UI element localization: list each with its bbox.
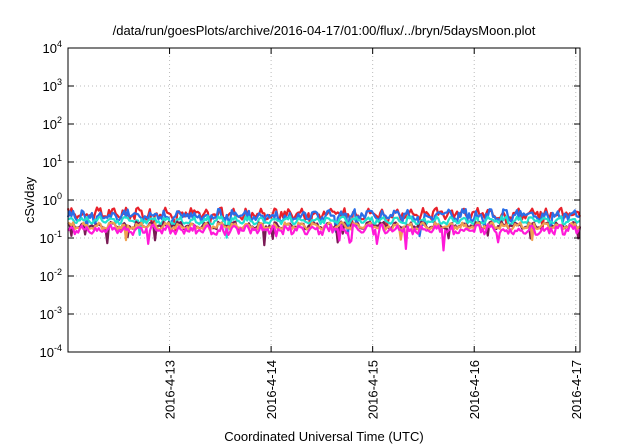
y-tick-label: 102	[43, 115, 62, 132]
chart-title: /data/run/goesPlots/archive/2016-04-17/0…	[113, 23, 536, 38]
series-line	[67, 223, 581, 252]
x-tick-label: 2016-4-13	[163, 360, 178, 419]
y-tick-label: 103	[43, 77, 62, 94]
y-tick-label: 100	[43, 191, 62, 208]
x-tick-label: 2016-4-17	[569, 360, 584, 419]
y-tick-label: 10-1	[40, 229, 62, 246]
y-axis-label: cSv/day	[22, 176, 37, 223]
y-tick-label: 104	[43, 39, 62, 56]
x-tick-label: 2016-4-15	[366, 360, 381, 419]
x-axis-label: Coordinated Universal Time (UTC)	[224, 429, 423, 444]
y-tick-label: 101	[43, 153, 62, 170]
x-tick-label: 2016-4-14	[264, 360, 279, 419]
x-tick-label: 2016-4-16	[467, 360, 482, 419]
y-tick-label: 10-4	[40, 343, 62, 360]
x-axis: 2016-4-13 2016-4-14 2016-4-15 2016-4-16 2016…	[163, 48, 584, 419]
series-layer	[66, 206, 582, 252]
grid	[68, 48, 580, 352]
y-tick-label: 10-3	[40, 305, 62, 322]
series-line	[67, 215, 581, 239]
y-tick-label: 10-2	[40, 267, 62, 284]
